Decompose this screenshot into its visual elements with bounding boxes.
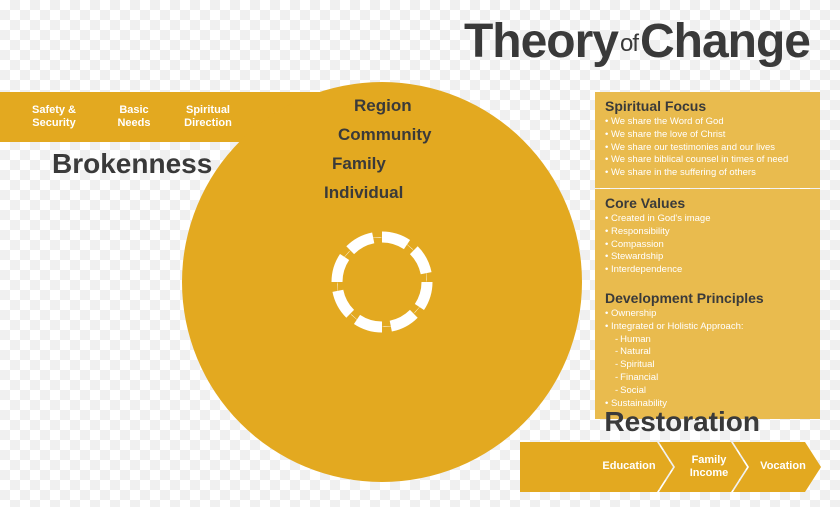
panel-list-item: We share biblical counsel in times of ne… [605,154,810,167]
panel-title: Spiritual Focus [605,98,810,114]
chevron-label: Spiritual Direction [176,104,240,130]
info-panel: Spiritual FocusWe share the Word of GodW… [595,92,820,188]
ring-label-individual: Individual [324,179,432,208]
panel-list: We share the Word of GodWe share the lov… [605,116,810,180]
chevron: Safety & Security [10,92,98,142]
ring-labels: Region Community Family Individual [354,92,432,208]
panel-list: OwnershipIntegrated or Holistic Approach… [605,308,810,411]
panel-list-item: Human [605,334,810,347]
restoration-label: Restoration [604,406,760,438]
panel-list-item: We share our testimonies and our lives [605,142,810,155]
brokenness-chevrons: Safety & Security Basic Needs Spiritual Di… [10,92,246,142]
panel-list-item: Interdependence [605,264,810,277]
restoration-chevrons: Education Family Income Vocation [585,442,821,492]
panel-list-item: Ownership [605,308,810,321]
info-panel: Core Values Created in God's imageRespons… [595,189,820,285]
ring-label-region: Region [354,92,432,121]
panel-list-item: Natural [605,346,810,359]
panel-list-item: Social [605,385,810,398]
ring-label-community: Community [338,121,432,150]
chevron-label: Education [602,460,655,473]
panel-list-item: Integrated or Holistic Approach: [605,321,810,334]
title-of: of [620,30,638,57]
arrow-cycle-icon [317,217,447,347]
panel-list-item: Spiritual [605,359,810,372]
panel-list-item: Financial [605,372,810,385]
panel-list-item: We share in the suffering of others [605,167,810,180]
chevron: Education [585,442,673,492]
panel-list: Created in God's imageResponsibilityComp… [605,213,810,277]
chevron-label: Family Income [677,454,741,480]
ring-label-family: Family [332,150,432,179]
panel-list-item: We share the Word of God [605,116,810,129]
panel-title: Core Values [605,195,810,211]
info-panel: Development Principles OwnershipIntegrate… [595,284,820,419]
chevron-label: Vocation [760,460,806,473]
panel-list-item: We share the love of Christ [605,129,810,142]
panel-list-item: Stewardship [605,251,810,264]
panel-list-item: Responsibility [605,226,810,239]
panel-title: Development Principles [605,290,810,306]
main-title: TheoryofChange [464,14,810,69]
chevron-label: Safety & Security [16,104,92,130]
chevron-label: Basic Needs [102,104,166,130]
panel-list-item: Compassion [605,239,810,252]
title-post: Change [640,15,810,68]
panel-list-item: Created in God's image [605,213,810,226]
brokenness-label: Brokenness [52,148,212,180]
title-pre: Theory [464,15,618,68]
